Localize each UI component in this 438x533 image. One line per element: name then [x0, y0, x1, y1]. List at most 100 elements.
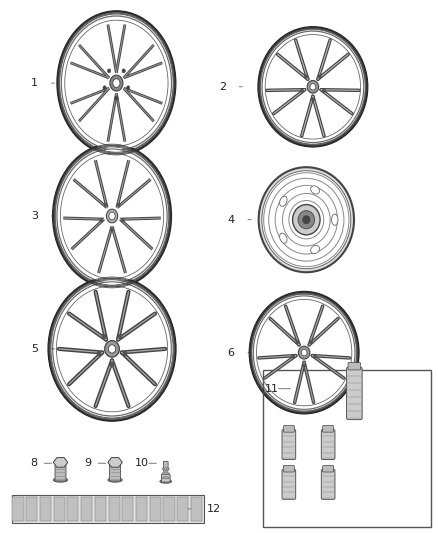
- Text: 10: 10: [135, 458, 149, 468]
- Ellipse shape: [103, 86, 106, 90]
- Bar: [163, 497, 174, 521]
- Ellipse shape: [296, 341, 299, 344]
- Ellipse shape: [259, 167, 354, 272]
- Ellipse shape: [53, 282, 171, 416]
- Ellipse shape: [292, 355, 295, 358]
- Ellipse shape: [307, 80, 318, 93]
- Ellipse shape: [310, 84, 316, 90]
- Text: 9: 9: [85, 458, 92, 468]
- FancyBboxPatch shape: [321, 470, 335, 499]
- Ellipse shape: [322, 89, 325, 92]
- Bar: [81, 497, 92, 521]
- Ellipse shape: [262, 171, 351, 269]
- Text: 2: 2: [219, 82, 226, 92]
- Bar: [53, 497, 65, 521]
- Bar: [12, 497, 24, 521]
- Bar: [40, 497, 51, 521]
- Ellipse shape: [301, 350, 307, 356]
- Ellipse shape: [104, 203, 107, 207]
- Text: 11: 11: [265, 384, 279, 394]
- Ellipse shape: [61, 16, 171, 150]
- Ellipse shape: [160, 480, 172, 483]
- Ellipse shape: [262, 31, 364, 142]
- Ellipse shape: [162, 477, 170, 479]
- FancyBboxPatch shape: [161, 474, 170, 482]
- Bar: [67, 497, 78, 521]
- Ellipse shape: [97, 351, 101, 356]
- Ellipse shape: [102, 334, 106, 339]
- Polygon shape: [53, 457, 68, 467]
- Text: 6: 6: [228, 348, 235, 358]
- FancyBboxPatch shape: [12, 495, 204, 523]
- Ellipse shape: [298, 211, 314, 229]
- Ellipse shape: [108, 478, 122, 482]
- FancyBboxPatch shape: [55, 465, 66, 481]
- Ellipse shape: [117, 203, 120, 207]
- Text: 4: 4: [228, 215, 235, 225]
- Ellipse shape: [311, 186, 320, 194]
- Ellipse shape: [311, 245, 320, 254]
- Ellipse shape: [109, 212, 115, 220]
- Ellipse shape: [303, 364, 306, 367]
- Ellipse shape: [279, 196, 287, 206]
- Ellipse shape: [57, 11, 176, 155]
- Bar: [136, 497, 147, 521]
- Ellipse shape: [258, 27, 367, 147]
- Ellipse shape: [115, 96, 118, 100]
- FancyBboxPatch shape: [321, 430, 335, 459]
- Ellipse shape: [253, 296, 355, 409]
- Ellipse shape: [162, 468, 170, 470]
- Ellipse shape: [57, 286, 168, 412]
- Ellipse shape: [123, 351, 127, 356]
- FancyBboxPatch shape: [346, 367, 362, 419]
- Ellipse shape: [250, 292, 359, 414]
- Ellipse shape: [162, 472, 170, 474]
- FancyBboxPatch shape: [282, 470, 296, 499]
- FancyBboxPatch shape: [323, 465, 334, 472]
- Bar: [177, 497, 188, 521]
- Ellipse shape: [113, 79, 120, 87]
- FancyBboxPatch shape: [283, 425, 294, 432]
- Ellipse shape: [332, 214, 338, 225]
- FancyBboxPatch shape: [323, 425, 334, 432]
- Ellipse shape: [53, 478, 68, 482]
- Ellipse shape: [303, 216, 310, 224]
- FancyBboxPatch shape: [282, 430, 296, 459]
- Ellipse shape: [49, 277, 176, 421]
- Ellipse shape: [60, 153, 164, 279]
- Ellipse shape: [122, 69, 125, 73]
- Ellipse shape: [310, 341, 312, 344]
- Text: 3: 3: [31, 211, 38, 221]
- Ellipse shape: [53, 144, 171, 288]
- Ellipse shape: [118, 334, 122, 339]
- Ellipse shape: [108, 345, 116, 353]
- Ellipse shape: [65, 20, 168, 146]
- Ellipse shape: [105, 341, 120, 357]
- Ellipse shape: [127, 86, 130, 90]
- Ellipse shape: [293, 205, 320, 235]
- Bar: [26, 497, 37, 521]
- Text: 12: 12: [207, 504, 221, 514]
- Ellipse shape: [318, 75, 321, 78]
- Ellipse shape: [111, 228, 113, 231]
- Ellipse shape: [314, 355, 317, 358]
- Ellipse shape: [279, 233, 287, 243]
- Ellipse shape: [304, 75, 307, 78]
- FancyBboxPatch shape: [163, 462, 168, 471]
- Text: 8: 8: [30, 458, 38, 468]
- Ellipse shape: [121, 219, 124, 222]
- Ellipse shape: [106, 209, 118, 223]
- FancyBboxPatch shape: [283, 465, 294, 472]
- Bar: [191, 497, 202, 521]
- Ellipse shape: [311, 98, 314, 101]
- Ellipse shape: [300, 89, 304, 92]
- Text: 1: 1: [31, 78, 38, 88]
- Bar: [95, 497, 106, 521]
- FancyBboxPatch shape: [348, 362, 361, 370]
- Bar: [109, 497, 120, 521]
- Ellipse shape: [57, 149, 167, 283]
- Bar: [122, 497, 133, 521]
- Polygon shape: [108, 457, 122, 467]
- Ellipse shape: [110, 75, 123, 91]
- Ellipse shape: [298, 346, 310, 359]
